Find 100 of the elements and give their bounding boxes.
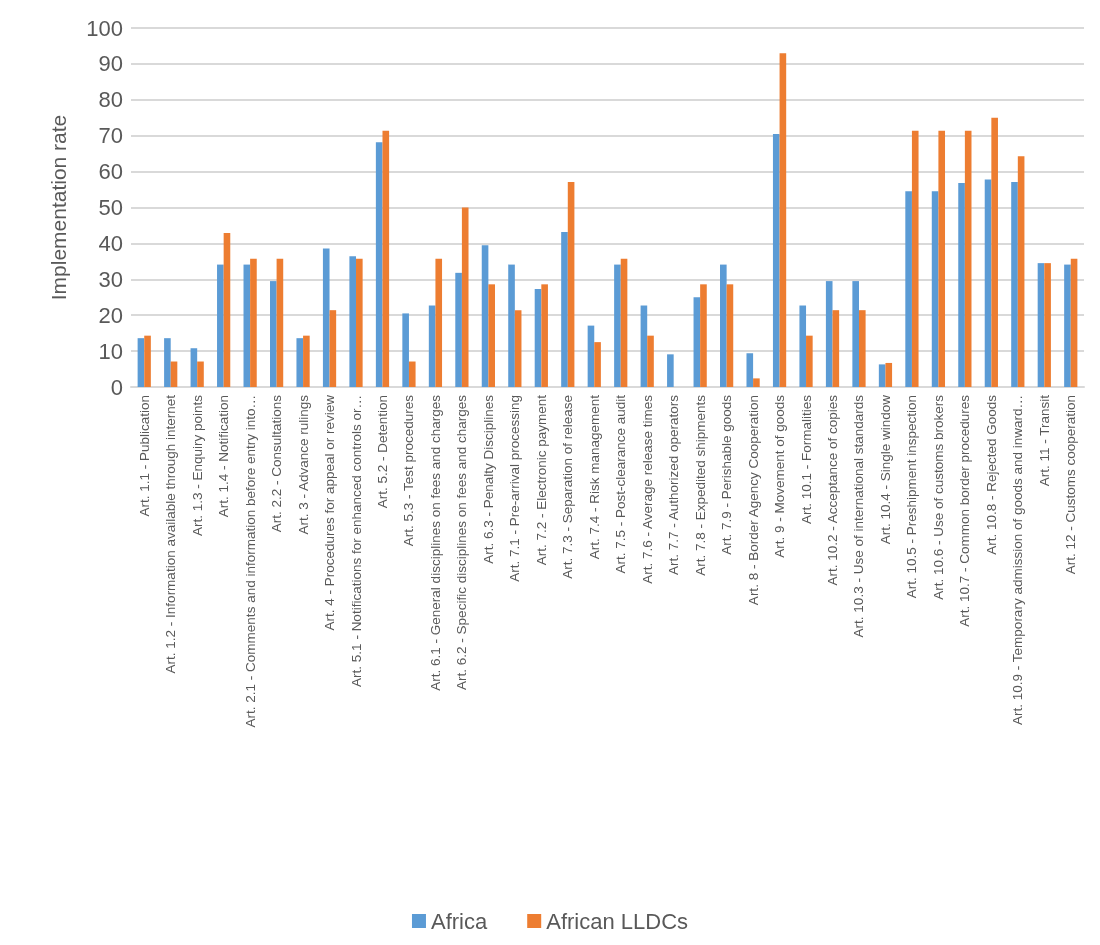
bar bbox=[1070, 258, 1078, 387]
y-tick-label: 30 bbox=[98, 266, 123, 292]
x-tick-label: Art. 7.7 - Authorized operators bbox=[666, 394, 682, 576]
x-tick-label: Art. 1.1 - Publication bbox=[136, 395, 152, 517]
x-tick-label: Art. 6.1 - General disciplines on fees and charges bbox=[427, 394, 443, 691]
y-tick-label: 10 bbox=[98, 338, 123, 364]
bar bbox=[276, 258, 284, 387]
x-tick-label: Art. 5.3 - Test procedures bbox=[401, 394, 417, 547]
bar bbox=[1037, 263, 1045, 387]
bar bbox=[693, 297, 701, 387]
bar bbox=[428, 305, 436, 387]
bar bbox=[1044, 263, 1051, 387]
bar bbox=[534, 288, 542, 387]
bar bbox=[911, 130, 919, 387]
bar bbox=[587, 325, 595, 387]
x-tick-label: Art. 10.6 - Use of customs brokers bbox=[930, 394, 946, 600]
bar bbox=[858, 310, 866, 387]
bar bbox=[746, 353, 754, 387]
bar bbox=[269, 281, 277, 387]
x-tick-label: Art. 7.3 - Separation of release bbox=[560, 395, 576, 579]
x-tick-label: Art. 7.9 - Perishable goods bbox=[719, 394, 735, 555]
bar bbox=[964, 130, 972, 387]
bar bbox=[481, 245, 489, 387]
bar bbox=[402, 313, 409, 387]
y-tick-label: 40 bbox=[98, 230, 123, 256]
x-tick-label: Art. 7.6 - Average release times bbox=[639, 394, 655, 584]
x-tick-label: Art. 10.4 - Single window bbox=[877, 394, 893, 545]
bar bbox=[408, 361, 416, 387]
bar bbox=[514, 310, 522, 387]
x-tick-label: Art. 10.7 - Common border procedures bbox=[957, 394, 973, 627]
x-tick-label: Art. 10.5 - Preshipment inspection bbox=[904, 395, 920, 599]
y-tick-label: 0 bbox=[110, 374, 123, 400]
bar bbox=[250, 258, 257, 387]
bar bbox=[726, 284, 734, 387]
bar bbox=[878, 364, 886, 387]
bar bbox=[700, 284, 707, 387]
x-tick-label: Art. 2.2 - Consultations bbox=[269, 394, 285, 533]
bar bbox=[382, 130, 390, 387]
bar bbox=[806, 335, 813, 387]
x-tick-label: Art. 1.2 - Information available through internet bbox=[163, 394, 179, 674]
x-tick-label: Art. 7.1 - Pre-arrival processing bbox=[507, 395, 523, 582]
y-tick-label: 70 bbox=[98, 123, 123, 149]
x-tick-label: Art. 10.3 - Use of international standards bbox=[851, 394, 867, 638]
x-tick-label: Art. 5.2 - Detention bbox=[374, 395, 390, 509]
bar bbox=[620, 258, 628, 387]
y-tick-label: 80 bbox=[98, 87, 123, 113]
x-tick-label: Art. 2.1 - Comments and information before entry into… bbox=[242, 395, 258, 728]
bar bbox=[435, 258, 443, 387]
bar bbox=[455, 272, 462, 387]
bar bbox=[303, 335, 310, 387]
bar bbox=[329, 310, 337, 387]
bar bbox=[647, 335, 654, 387]
bar bbox=[799, 305, 807, 387]
x-tick-label: Art. 11 - Transit bbox=[1036, 394, 1052, 487]
y-tick-label: 100 bbox=[86, 15, 123, 41]
bar bbox=[905, 191, 912, 387]
x-tick-label: Art. 6.2 - Specific disciplines on fees and charges bbox=[454, 394, 470, 690]
bar bbox=[567, 182, 575, 387]
bar bbox=[322, 248, 330, 387]
bar bbox=[375, 142, 383, 387]
x-tick-label: Art. 7.8 - Expedited shipments bbox=[692, 394, 708, 576]
bar bbox=[640, 305, 648, 387]
bar bbox=[164, 338, 171, 387]
bar bbox=[1011, 182, 1018, 387]
y-tick-label: 20 bbox=[98, 302, 123, 328]
x-tick-label: Art. 4 - Procedures for appeal or review bbox=[322, 394, 338, 631]
bar bbox=[356, 258, 363, 387]
bar bbox=[508, 264, 515, 387]
bar bbox=[720, 264, 727, 387]
y-axis-title: Implementation rate bbox=[47, 114, 70, 301]
x-tick-label: Art. 7.5 - Post-clearance audit bbox=[613, 394, 629, 574]
legend-label: Africa bbox=[430, 908, 488, 934]
x-tick-label: Art. 7.2 - Electronic payment bbox=[533, 394, 549, 566]
bar bbox=[991, 117, 998, 387]
bar bbox=[1017, 156, 1025, 387]
bar bbox=[753, 378, 760, 387]
bar bbox=[296, 338, 304, 387]
bar bbox=[541, 284, 548, 387]
bar bbox=[938, 130, 946, 387]
bar bbox=[667, 354, 674, 387]
bar bbox=[614, 264, 621, 387]
y-tick-label: 90 bbox=[98, 51, 123, 77]
bar bbox=[772, 133, 780, 387]
x-tick-label: Art. 5.1 - Notifications for enhanced controls or… bbox=[348, 395, 364, 687]
bar bbox=[885, 362, 893, 387]
bar bbox=[461, 207, 469, 387]
x-tick-label: Art. 6.3 - Penalty Disciplines bbox=[480, 394, 496, 564]
x-tick-label: Art. 1.3 - Enquiry points bbox=[189, 394, 205, 537]
bar bbox=[144, 335, 151, 387]
bar bbox=[561, 231, 568, 387]
bar bbox=[779, 53, 787, 387]
x-tick-label: Art. 1.4 - Notification bbox=[216, 395, 232, 518]
bar bbox=[852, 281, 859, 387]
x-tick-label: Art. 10.2 - Acceptance of copies bbox=[825, 394, 841, 586]
bar bbox=[594, 342, 601, 387]
bar bbox=[1064, 264, 1071, 387]
bar bbox=[217, 264, 224, 387]
bar bbox=[137, 338, 145, 387]
bar bbox=[197, 361, 204, 387]
x-tick-label: Art. 10.9 - Temporary admission of goods and inward… bbox=[1010, 395, 1026, 725]
